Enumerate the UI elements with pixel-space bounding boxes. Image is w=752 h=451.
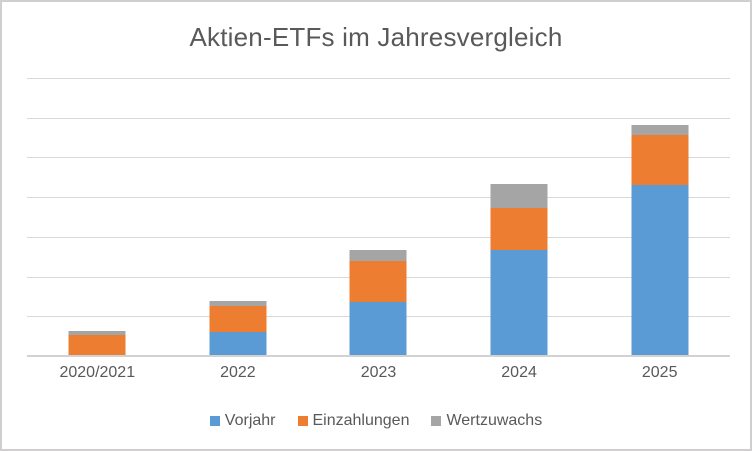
legend-label: Vorjahr [224,412,276,429]
bars-container [27,78,730,356]
bar-segment-wertzuwachs [631,124,689,135]
bar-segment-einzahlungen [631,134,689,185]
x-axis-label: 2025 [641,364,678,381]
stacked-bar [631,124,689,356]
bar-segment-wertzuwachs [209,301,267,307]
stacked-bar [349,250,407,356]
bar-segment-einzahlungen [68,334,126,356]
x-axis-labels: 2020/2021 2022 2023 2024 2025 [27,364,730,382]
legend-item-einzahlungen: Einzahlungen [297,412,410,430]
bar-segment-wertzuwachs [349,250,407,262]
bar-slot-2025 [589,78,730,356]
bar-segment-einzahlungen [490,207,548,250]
stacked-bar [490,184,548,356]
x-axis-line [27,355,730,357]
stacked-bar [68,330,126,356]
bar-segment-wertzuwachs [490,184,548,208]
bar-segment-vorjahr [349,302,407,356]
legend-swatch-icon [431,416,442,426]
chart-title: Aktien-ETFs im Jahresvergleich [189,22,563,52]
bar-segment-einzahlungen [209,306,267,333]
bar-slot-2022 [168,78,309,356]
gridline [27,157,730,159]
legend: Vorjahr Einzahlungen Wertzuwachs [2,412,750,430]
bar-segment-vorjahr [631,184,689,356]
stacked-bar [209,301,267,356]
bar-segment-vorjahr [209,332,267,356]
bar-segment-einzahlungen [349,261,407,302]
legend-label: Wertzuwachs [446,412,543,429]
plot-area [27,78,730,357]
x-axis-label: 2020/2021 [59,364,136,381]
x-axis-label: 2024 [501,364,537,381]
gridline [27,236,730,238]
legend-item-wertzuwachs: Wertzuwachs [431,412,542,430]
gridline [27,78,730,79]
bar-slot-2020-2021 [27,78,168,356]
bar-slot-2023 [308,78,449,356]
gridline [27,117,730,119]
legend-swatch-icon [209,416,220,426]
legend-label: Einzahlungen [312,412,410,429]
x-axis-label: 2022 [220,364,256,381]
legend-swatch-icon [297,416,308,426]
gridline [27,197,730,199]
x-axis-label: 2023 [360,364,397,381]
bar-slot-2024 [449,78,590,356]
bar-segment-vorjahr [490,249,548,356]
legend-item-vorjahr: Vorjahr [209,412,276,430]
bar-segment-wertzuwachs [68,330,126,335]
